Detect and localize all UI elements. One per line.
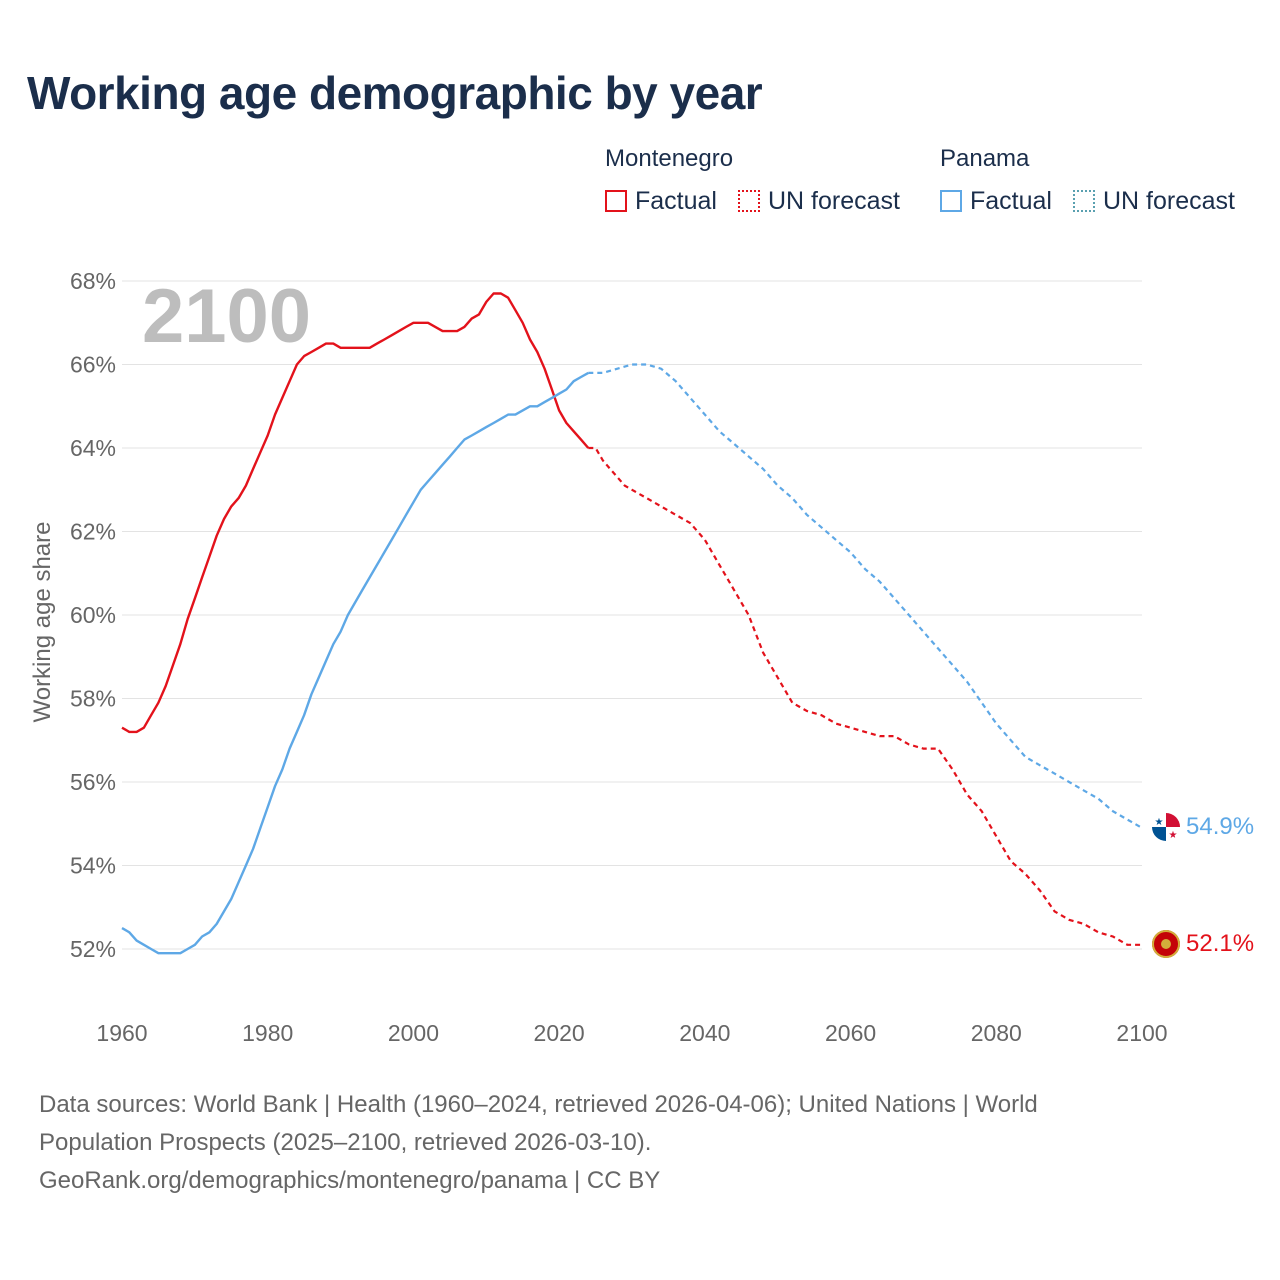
montenegro-end-label: 52.1% <box>1186 930 1254 957</box>
y-axis-ticks: 52% 54% 56% 58% 60% 62% 64% 66% 68% <box>70 268 116 962</box>
panama-factual-line <box>121 371 589 955</box>
x-tick-label: 2100 <box>1116 1020 1167 1046</box>
y-tick-label: 54% <box>70 853 116 879</box>
legend-panama-forecast[interactable]: UN forecast <box>1073 186 1235 216</box>
source-line-3[interactable]: GeoRank.org/demographics/montenegro/pana… <box>39 1167 661 1194</box>
solid-line-swatch-icon <box>940 190 962 212</box>
legend-group-panama: Panama <box>940 145 1030 172</box>
x-tick-label: 2080 <box>971 1020 1022 1046</box>
legend-panama-factual-label: Factual <box>970 186 1052 215</box>
x-tick-label: 2040 <box>679 1020 730 1046</box>
x-tick-label: 1960 <box>96 1020 147 1046</box>
x-tick-label: 1980 <box>242 1020 293 1046</box>
source-line-1: Data sources: World Bank | Health (1960–… <box>39 1091 1038 1118</box>
x-tick-label: 2060 <box>825 1020 876 1046</box>
legend-group-montenegro: Montenegro <box>605 145 734 172</box>
y-axis-label: Working age share <box>29 522 56 723</box>
y-tick-label: 56% <box>70 769 116 795</box>
data-sources: Data sources: World Bank | Health (1960–… <box>39 1086 1219 1200</box>
legend-panama-factual[interactable]: Factual <box>940 186 1052 216</box>
gridlines <box>122 280 1142 950</box>
legend-montenegro-factual-label: Factual <box>635 186 717 215</box>
montenegro-forecast-line <box>588 446 1142 946</box>
legend-montenegro-factual[interactable]: Factual <box>605 186 717 216</box>
legend-panama-forecast-label: UN forecast <box>1103 186 1235 215</box>
y-tick-label: 58% <box>70 686 116 712</box>
year-overlay: 2100 <box>142 274 311 359</box>
line-chart: 52% 54% 56% 58% 60% 62% 64% 66% 68% 1960 1980 2000… <box>29 268 1254 1046</box>
x-tick-label: 2000 <box>388 1020 439 1046</box>
x-axis-ticks: 1960 1980 2000 2020 2040 2060 2080 2100 <box>96 1020 1167 1046</box>
legend-montenegro-forecast[interactable]: UN forecast <box>738 186 900 216</box>
source-line-2: Population Prospects (2025–2100, retriev… <box>39 1129 652 1156</box>
dotted-line-swatch-icon <box>1073 190 1095 212</box>
panama-end-label: 54.9% <box>1186 813 1254 840</box>
svg-text:★: ★ <box>1169 830 1178 841</box>
x-tick-label: 2020 <box>534 1020 585 1046</box>
y-tick-label: 66% <box>70 352 116 378</box>
svg-text:★: ★ <box>1155 817 1164 828</box>
y-tick-label: 52% <box>70 936 116 962</box>
y-tick-label: 68% <box>70 268 116 294</box>
panama-flag-icon: ★ ★ <box>1152 813 1180 841</box>
legend-montenegro-forecast-label: UN forecast <box>768 186 900 215</box>
y-tick-label: 64% <box>70 435 116 461</box>
y-tick-label: 62% <box>70 519 116 545</box>
solid-line-swatch-icon <box>605 190 627 212</box>
chart-title: Working age demographic by year <box>27 67 763 119</box>
series-lines <box>121 292 1143 955</box>
panama-forecast-line <box>588 363 1143 829</box>
montenegro-factual-line <box>121 292 590 734</box>
dotted-line-swatch-icon <box>738 190 760 212</box>
y-tick-label: 60% <box>70 602 116 628</box>
montenegro-flag-icon <box>1152 930 1180 958</box>
